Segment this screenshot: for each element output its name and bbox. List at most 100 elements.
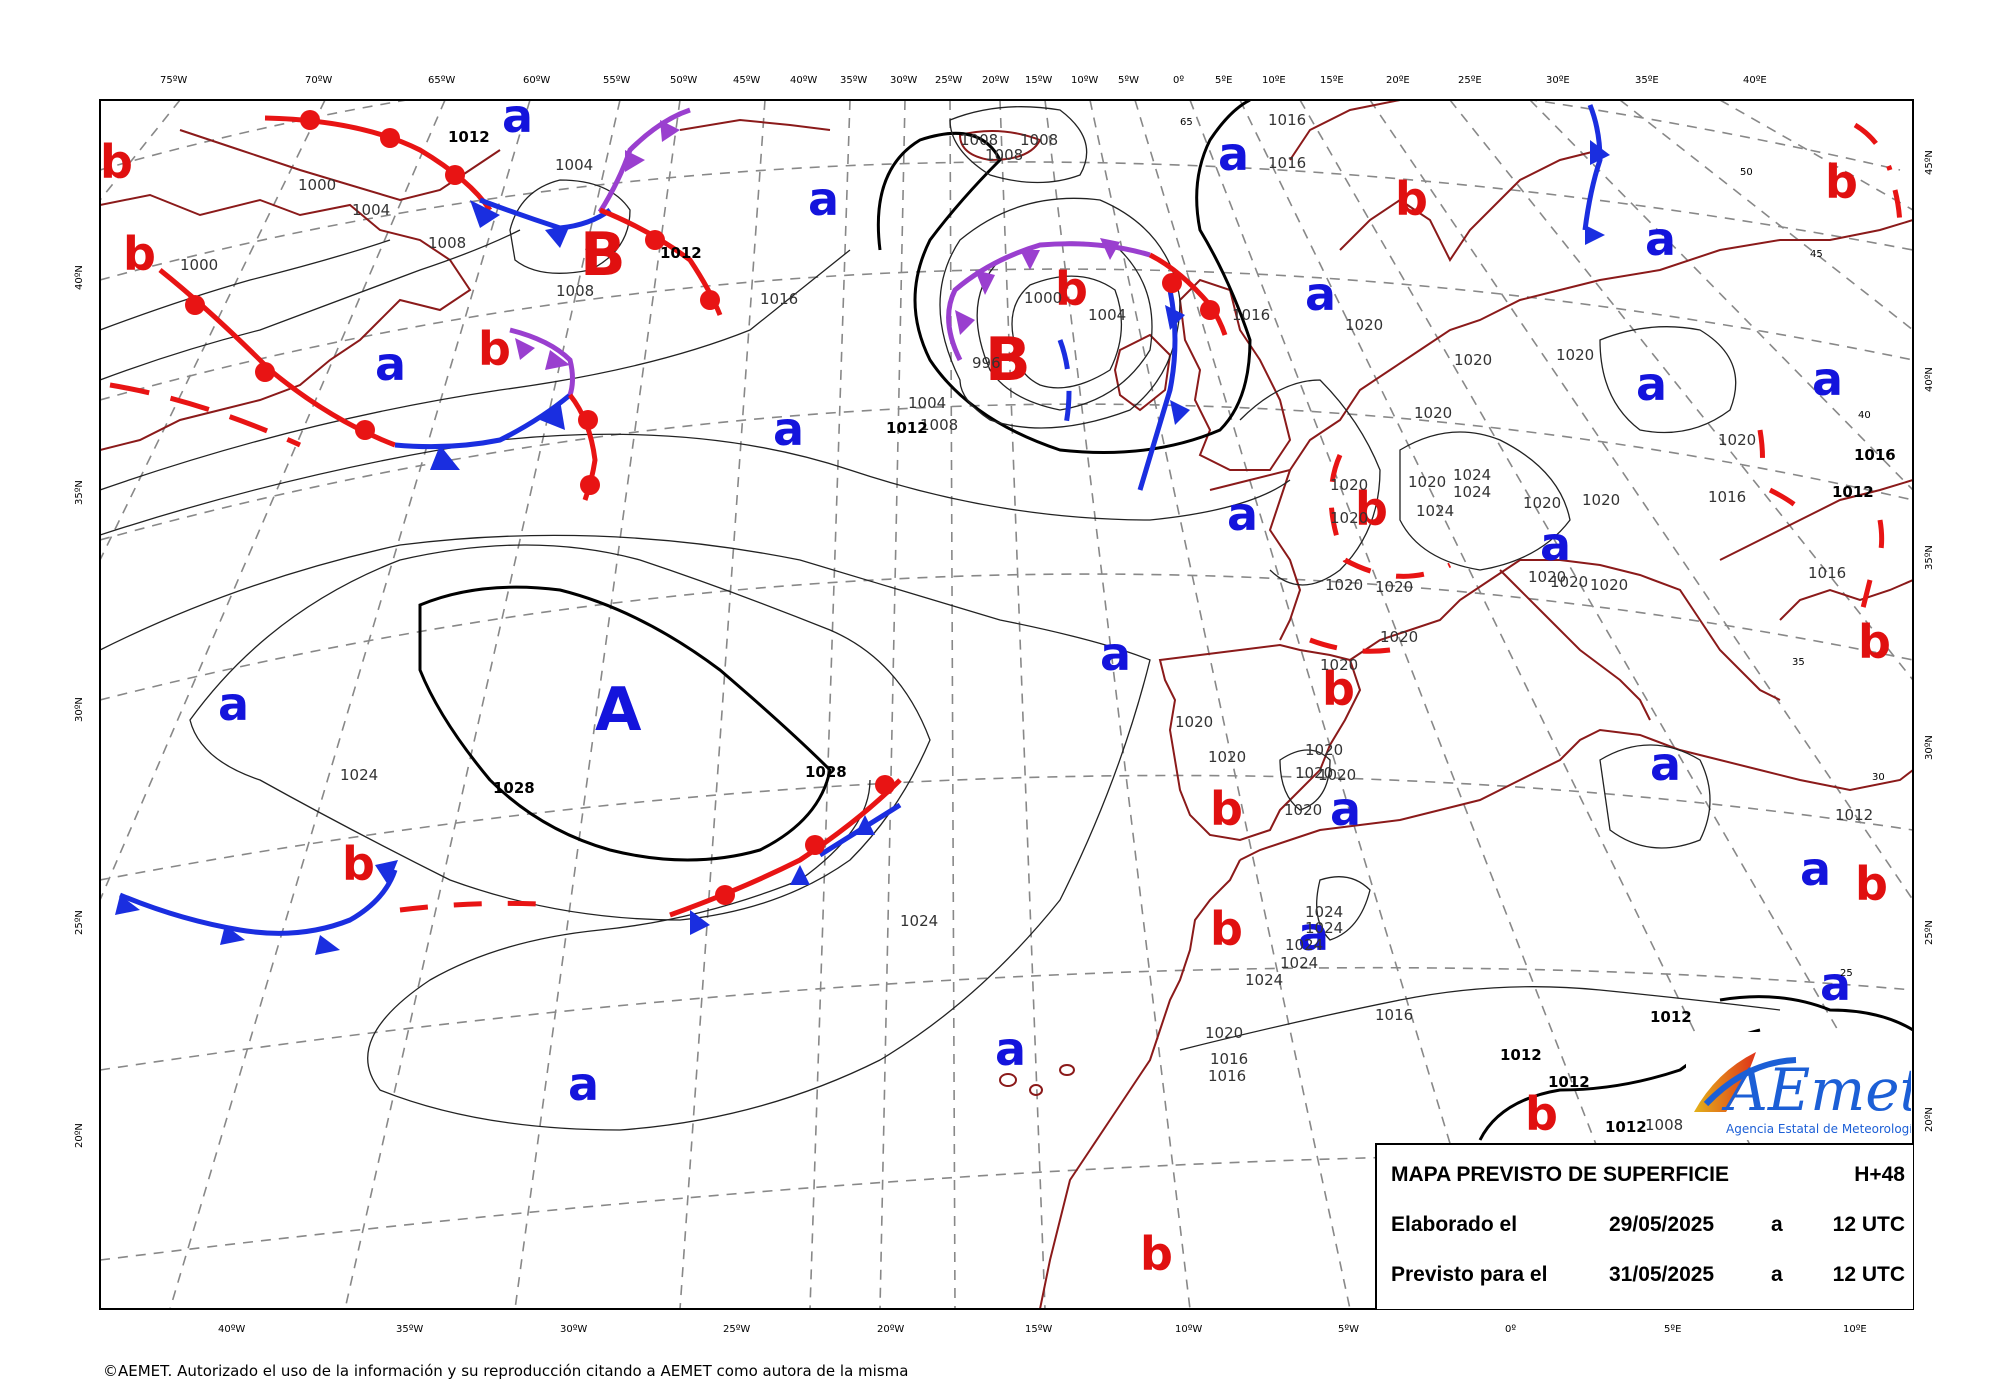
isobar-label: 1008 bbox=[985, 146, 1023, 164]
isobar-label: 1016 bbox=[760, 290, 798, 308]
lon-tick-label: 55ºW bbox=[603, 75, 630, 86]
low-label: b bbox=[1395, 172, 1428, 226]
isobar-label: 1004 bbox=[1088, 306, 1126, 324]
lat-tick-label: 40ºN bbox=[1924, 367, 1935, 392]
lon-tick-label: 15ºE bbox=[1320, 75, 1344, 86]
lon-tick-label: 5ºE bbox=[1215, 75, 1232, 86]
elaborated-label: Elaborado el bbox=[1391, 1213, 1518, 1236]
logo-wordmark: AEmet bbox=[1721, 1056, 1911, 1124]
elaborated-date: 29/05/2025 bbox=[1609, 1213, 1715, 1236]
coast-labrador bbox=[179, 129, 501, 202]
isobar-label: 1012 bbox=[1548, 1073, 1590, 1091]
logo-subtitle: Agencia Estatal de Meteorología bbox=[1726, 1122, 1911, 1136]
isobar-label: 1020 bbox=[1305, 741, 1343, 759]
isobar-label: 1016 bbox=[1375, 1006, 1413, 1024]
lon-tick-label: 30ºW bbox=[560, 1324, 587, 1335]
pressure-labels: B B A a a a a a a a a a a a a a a a a a … bbox=[100, 89, 1891, 1281]
cold-front-canary bbox=[119, 869, 398, 936]
isobar-label: 1020 bbox=[1380, 628, 1418, 646]
trough-atlantic-low bbox=[1057, 339, 1072, 431]
isobar-label: 1000 bbox=[298, 176, 336, 194]
low-label: b bbox=[1825, 155, 1858, 209]
lon-tick-label: 25ºW bbox=[935, 75, 962, 86]
isobar-label: 1016 bbox=[1208, 1067, 1246, 1085]
isobar-label: 1020 bbox=[1454, 351, 1492, 369]
isobar-label: 1024 bbox=[1416, 502, 1454, 520]
coast-greenland bbox=[679, 118, 831, 131]
isobar-label: 1004 bbox=[352, 201, 390, 219]
high-label: a bbox=[1227, 487, 1258, 541]
lon-tick-label: 20ºW bbox=[982, 75, 1009, 86]
high-label: a bbox=[1636, 357, 1667, 411]
lat-tick-label: 25ºN bbox=[74, 910, 85, 935]
isobar-label: 1008 bbox=[920, 416, 958, 434]
high-label: a bbox=[1305, 267, 1336, 321]
valid-date: 31/05/2025 bbox=[1609, 1263, 1715, 1286]
isobar-label: 1020 bbox=[1205, 1024, 1243, 1042]
lat-tick-label: 20ºN bbox=[74, 1123, 85, 1148]
lon-tick-label: 20ºW bbox=[877, 1324, 904, 1335]
isobar-label: 1020 bbox=[1408, 473, 1446, 491]
isobar-label: 1020 bbox=[1295, 764, 1333, 782]
high-label: a bbox=[1540, 517, 1571, 571]
valid-separator: a bbox=[1771, 1263, 1783, 1286]
warm-front-atlantic-south bbox=[669, 778, 902, 918]
isobar-label: 1008 bbox=[428, 234, 466, 252]
high-label: a bbox=[1218, 127, 1249, 181]
isobar-label: 1028 bbox=[805, 763, 847, 781]
high-label: a bbox=[1812, 352, 1843, 406]
trough-atlantic-south bbox=[399, 900, 561, 913]
trough-biscay bbox=[1328, 453, 1452, 579]
isobar-label: 1024 bbox=[1245, 971, 1283, 989]
lon-tick-label: 10ºE bbox=[1262, 75, 1286, 86]
low-label: b bbox=[1210, 902, 1243, 956]
lon-tick-label: 65ºW bbox=[428, 75, 455, 86]
isobar-label: 1020 bbox=[1718, 431, 1756, 449]
coast-morocco-west bbox=[1039, 859, 1241, 1309]
isobar-label: 1008 bbox=[556, 282, 594, 300]
aemet-logo: AEmet Agencia Estatal de Meteorología bbox=[1686, 1032, 1911, 1140]
isobar-label: 1016 bbox=[1708, 488, 1746, 506]
lon-tick-label: 5ºW bbox=[1118, 75, 1139, 86]
high-label: a bbox=[502, 89, 533, 143]
isobar-label: 1024 bbox=[900, 912, 938, 930]
isobar-label: 1008 bbox=[1020, 131, 1058, 149]
isobar-label: 1020 bbox=[1318, 766, 1356, 784]
coast-ireland bbox=[1113, 333, 1172, 412]
high-label: a bbox=[1820, 957, 1851, 1011]
high-label: a bbox=[995, 1022, 1026, 1076]
low-label: b bbox=[1355, 482, 1388, 536]
coast-great-britain bbox=[1178, 278, 1292, 471]
high-center-label: A bbox=[595, 675, 642, 745]
high-label: a bbox=[1650, 737, 1681, 791]
low-label: b bbox=[100, 135, 133, 189]
lat-tick-label: 45ºN bbox=[1924, 150, 1935, 175]
lon-tick-label: 10ºE bbox=[1843, 1324, 1867, 1335]
elaborated-time: 12 UTC bbox=[1832, 1213, 1905, 1236]
trough-russia-north bbox=[1853, 122, 1893, 171]
map-frame bbox=[99, 99, 1914, 1310]
lon-tick-label: 45ºW bbox=[733, 75, 760, 86]
isobar-label: 1012 bbox=[1650, 1008, 1692, 1026]
isobar-label: 1020 bbox=[1320, 656, 1358, 674]
map-title: MAPA PREVISTO DE SUPERFICIE bbox=[1391, 1163, 1729, 1186]
coast-europe-mainland bbox=[1209, 219, 1913, 491]
lat-tick-label: 20ºN bbox=[1924, 1107, 1935, 1132]
lon-tick-label: 50ºW bbox=[670, 75, 697, 86]
trough-cyprus bbox=[1768, 487, 1885, 621]
lat-inner-label: 40 bbox=[1858, 410, 1871, 421]
coastlines bbox=[100, 100, 1913, 1309]
lat-tick-label: 30ºN bbox=[1924, 735, 1935, 760]
low-label: b bbox=[1210, 782, 1243, 836]
high-label: a bbox=[773, 402, 804, 456]
isobar-label: 1020 bbox=[1414, 404, 1452, 422]
lon-tick-label: 75ºW bbox=[160, 75, 187, 86]
lon-tick-label: 20ºE bbox=[1386, 75, 1410, 86]
isobar-label: 1000 bbox=[1024, 289, 1062, 307]
low-label: b bbox=[342, 837, 375, 891]
lat-inner-label: 45 bbox=[1810, 249, 1823, 260]
lat-inner-label: 50 bbox=[1740, 167, 1753, 178]
lon-tick-label: 30ºW bbox=[890, 75, 917, 86]
isobar-label: 1020 bbox=[1528, 568, 1566, 586]
